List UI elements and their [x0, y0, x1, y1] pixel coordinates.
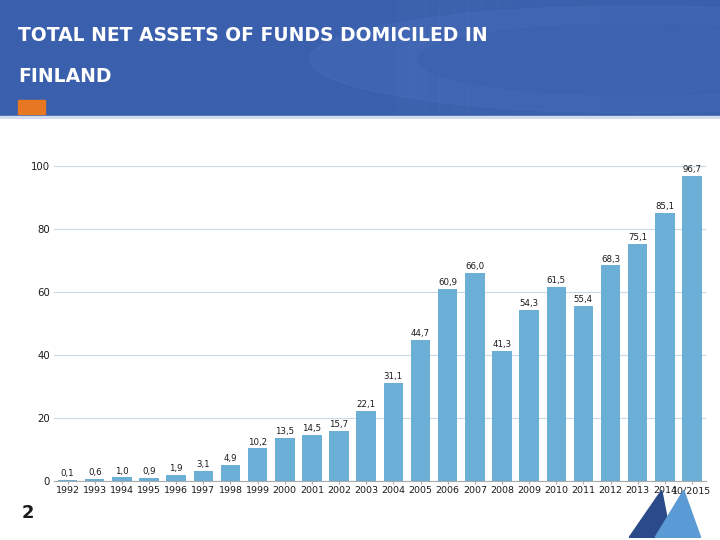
Bar [302, 435, 322, 481]
Bar [166, 475, 186, 481]
Text: 1,0: 1,0 [115, 467, 129, 476]
Polygon shape [629, 490, 671, 537]
Bar [655, 213, 675, 481]
Text: 55,4: 55,4 [574, 295, 593, 304]
Bar [626, 0, 641, 119]
Circle shape [418, 24, 720, 95]
Text: 75,1: 75,1 [628, 233, 647, 242]
Circle shape [310, 6, 720, 113]
Text: 0,1: 0,1 [60, 469, 74, 478]
Bar [356, 411, 376, 481]
Bar [554, 0, 569, 119]
Bar [194, 471, 213, 481]
Text: TOTAL NET ASSETS OF FUNDS DOMICILED IN: TOTAL NET ASSETS OF FUNDS DOMICILED IN [18, 26, 487, 45]
Bar [540, 0, 554, 119]
Text: 54,3: 54,3 [520, 299, 539, 308]
Text: 66,0: 66,0 [465, 262, 485, 271]
Text: 13,5: 13,5 [275, 427, 294, 436]
Bar [497, 0, 511, 119]
Bar [526, 0, 540, 119]
Bar [465, 273, 485, 481]
Bar [583, 0, 598, 119]
Bar [492, 350, 512, 481]
Bar [329, 431, 349, 481]
Bar [655, 0, 670, 119]
Text: 68,3: 68,3 [601, 254, 620, 264]
Bar [628, 244, 647, 481]
Text: 14,5: 14,5 [302, 424, 322, 433]
Bar [396, 0, 410, 119]
Bar [670, 0, 684, 119]
Bar [410, 340, 431, 481]
Bar [410, 0, 425, 119]
Bar [546, 287, 566, 481]
Bar [612, 0, 626, 119]
Bar [519, 309, 539, 481]
Bar [438, 289, 457, 481]
Bar [468, 0, 482, 119]
Text: 2: 2 [22, 504, 34, 522]
Text: 1,9: 1,9 [169, 464, 183, 472]
Bar [439, 0, 454, 119]
Bar [569, 0, 583, 119]
Bar [139, 478, 159, 481]
Text: 85,1: 85,1 [655, 201, 675, 211]
Bar [574, 306, 593, 481]
Polygon shape [655, 490, 701, 537]
Bar [683, 176, 702, 481]
Bar [0, 116, 720, 119]
Text: 41,3: 41,3 [492, 340, 511, 349]
Bar [275, 438, 294, 481]
Bar [425, 0, 439, 119]
Text: 3,1: 3,1 [197, 460, 210, 469]
Text: 61,5: 61,5 [546, 276, 566, 285]
Bar [600, 266, 621, 481]
Bar [384, 383, 403, 481]
Text: 60,9: 60,9 [438, 278, 457, 287]
Text: 96,7: 96,7 [683, 165, 701, 174]
Bar [598, 0, 612, 119]
Bar [482, 0, 497, 119]
Text: FINLAND: FINLAND [18, 66, 112, 85]
Text: 15,7: 15,7 [330, 420, 348, 429]
Bar [454, 0, 468, 119]
Bar [248, 448, 267, 481]
Text: 0,9: 0,9 [143, 467, 156, 476]
Bar [85, 478, 104, 481]
Bar [641, 0, 655, 119]
Text: 44,7: 44,7 [411, 329, 430, 338]
Text: 0,6: 0,6 [88, 468, 102, 477]
Text: 10,2: 10,2 [248, 437, 267, 447]
Bar [112, 477, 132, 481]
Text: 22,1: 22,1 [356, 400, 376, 409]
Text: 31,1: 31,1 [384, 372, 403, 381]
Bar [18, 100, 45, 114]
Bar [221, 465, 240, 481]
Bar [511, 0, 526, 119]
Text: 4,9: 4,9 [224, 454, 237, 463]
